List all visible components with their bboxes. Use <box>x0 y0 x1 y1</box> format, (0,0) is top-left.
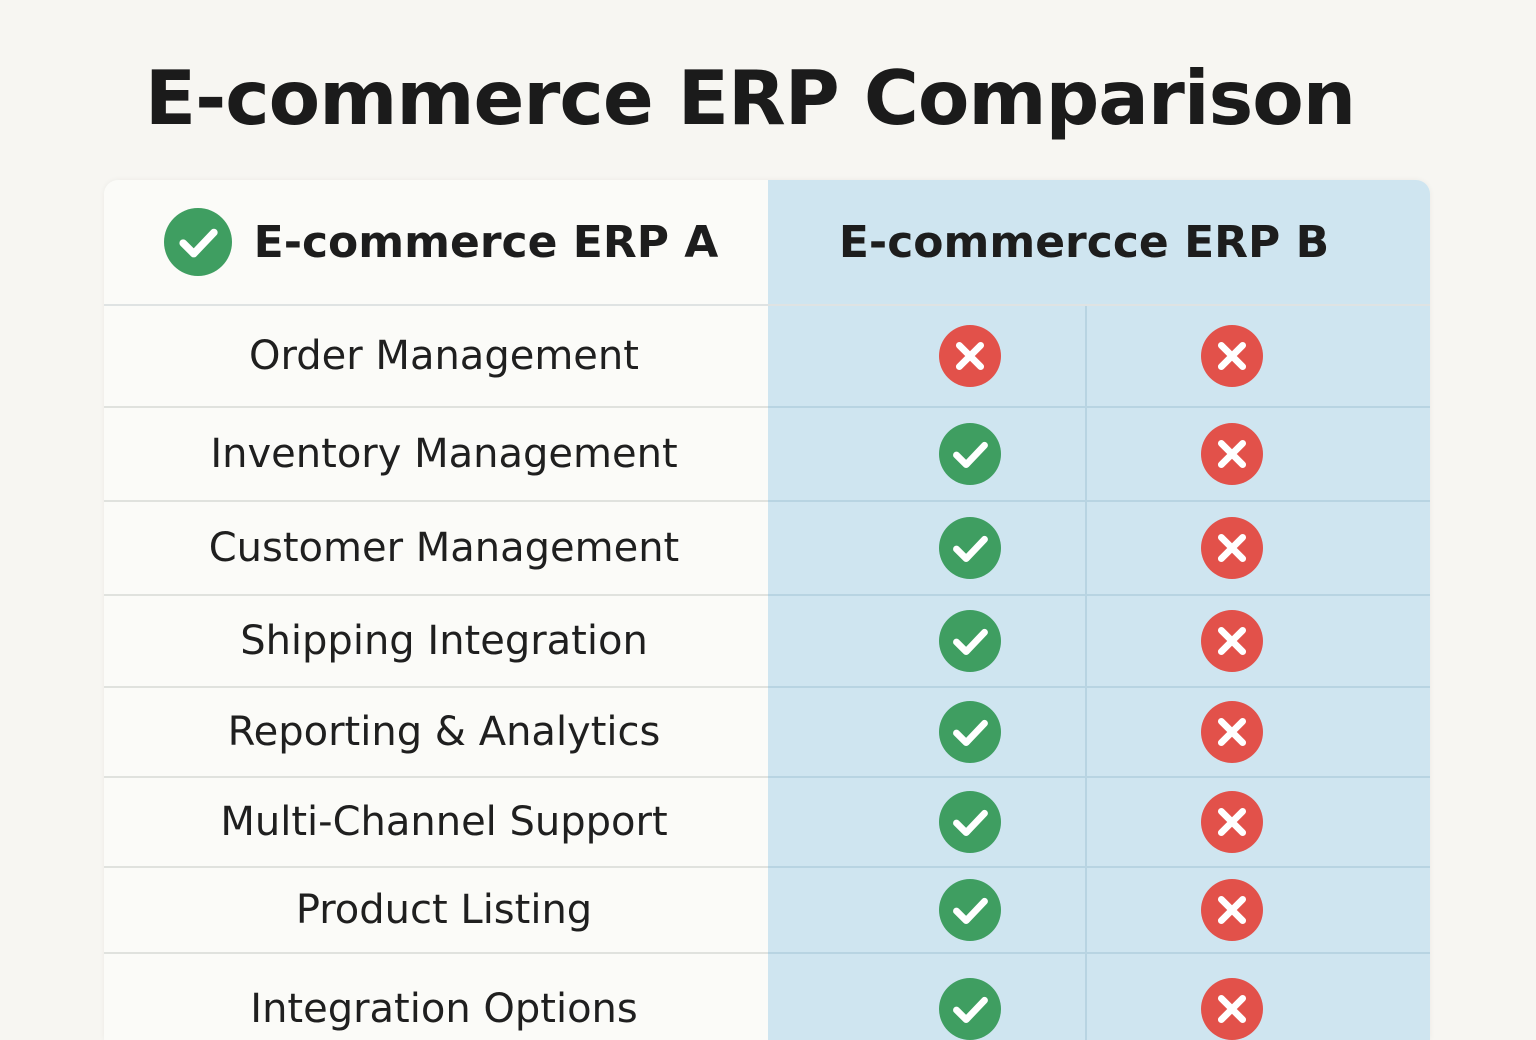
column-header-erp-a: E-commerce ERP A <box>104 180 768 304</box>
erp-a-cell <box>908 306 1032 406</box>
check-icon <box>163 208 232 276</box>
erp-b-highlight <box>768 180 1430 1040</box>
feature-label: Multi-Channel Support <box>220 799 668 845</box>
table-row: Inventory Management <box>104 408 1430 502</box>
erp-b-cell <box>1170 688 1294 776</box>
check-icon <box>939 517 1001 579</box>
erp-b-cell <box>1170 502 1294 594</box>
erp-a-cell <box>908 954 1032 1040</box>
comparison-table: E-commerce ERP A E-commercce ERP B Order… <box>104 180 1430 1040</box>
feature-label: Inventory Management <box>210 431 678 477</box>
cross-icon <box>1201 517 1263 579</box>
table-header: E-commerce ERP A E-commercce ERP B <box>104 180 1430 306</box>
erp-b-cell <box>1170 306 1294 406</box>
cross-icon <box>1201 978 1263 1040</box>
cross-icon <box>939 325 1001 387</box>
column-header-erp-b-label: E-commercce ERP B <box>838 216 1330 268</box>
erp-b-cell <box>1170 778 1294 866</box>
erp-b-cell <box>1170 954 1294 1040</box>
check-icon <box>939 610 1001 672</box>
check-icon <box>939 978 1001 1040</box>
check-icon <box>939 879 1001 941</box>
table-row: Customer Management <box>104 502 1430 596</box>
feature-label: Reporting & Analytics <box>227 709 661 755</box>
cross-icon <box>1201 879 1263 941</box>
erp-b-cell <box>1170 868 1294 952</box>
cross-icon <box>1201 791 1263 853</box>
cross-icon <box>1201 701 1263 763</box>
column-header-erp-b: E-commercce ERP B <box>768 180 1430 304</box>
feature-label: Customer Management <box>208 525 680 571</box>
table-row: Shipping Integration <box>104 596 1430 688</box>
cross-icon <box>1201 423 1263 485</box>
row-divider <box>768 952 1430 954</box>
check-icon <box>939 701 1001 763</box>
erp-b-cell <box>1170 596 1294 686</box>
page-title: E-commerce ERP Comparison <box>144 54 1356 142</box>
column-header-erp-a-label: E-commerce ERP A <box>253 216 719 268</box>
table-row: Multi-Channel Support <box>104 778 1430 868</box>
table-row: Reporting & Analytics <box>104 688 1430 778</box>
erp-a-cell <box>908 778 1032 866</box>
erp-a-cell <box>908 408 1032 500</box>
erp-a-cell <box>908 868 1032 952</box>
feature-label: Order Management <box>249 333 639 379</box>
erp-a-cell <box>908 688 1032 776</box>
row-divider <box>768 776 1430 778</box>
table-row: Order Management <box>104 306 1430 408</box>
table-row: Product Listing <box>104 868 1430 954</box>
row-divider <box>768 500 1430 502</box>
column-divider <box>1085 306 1087 1040</box>
cross-icon <box>1201 325 1263 387</box>
row-divider <box>768 406 1430 408</box>
table-row: Integration Options <box>104 954 1430 1040</box>
cross-icon <box>1201 610 1263 672</box>
feature-label: Integration Options <box>250 986 638 1032</box>
check-icon <box>939 791 1001 853</box>
erp-a-cell <box>908 502 1032 594</box>
row-divider <box>768 686 1430 688</box>
row-divider <box>768 866 1430 868</box>
feature-label: Product Listing <box>295 887 593 933</box>
row-divider <box>768 594 1430 596</box>
erp-b-cell <box>1170 408 1294 500</box>
check-icon <box>939 423 1001 485</box>
feature-label: Shipping Integration <box>240 618 648 664</box>
erp-a-cell <box>908 596 1032 686</box>
